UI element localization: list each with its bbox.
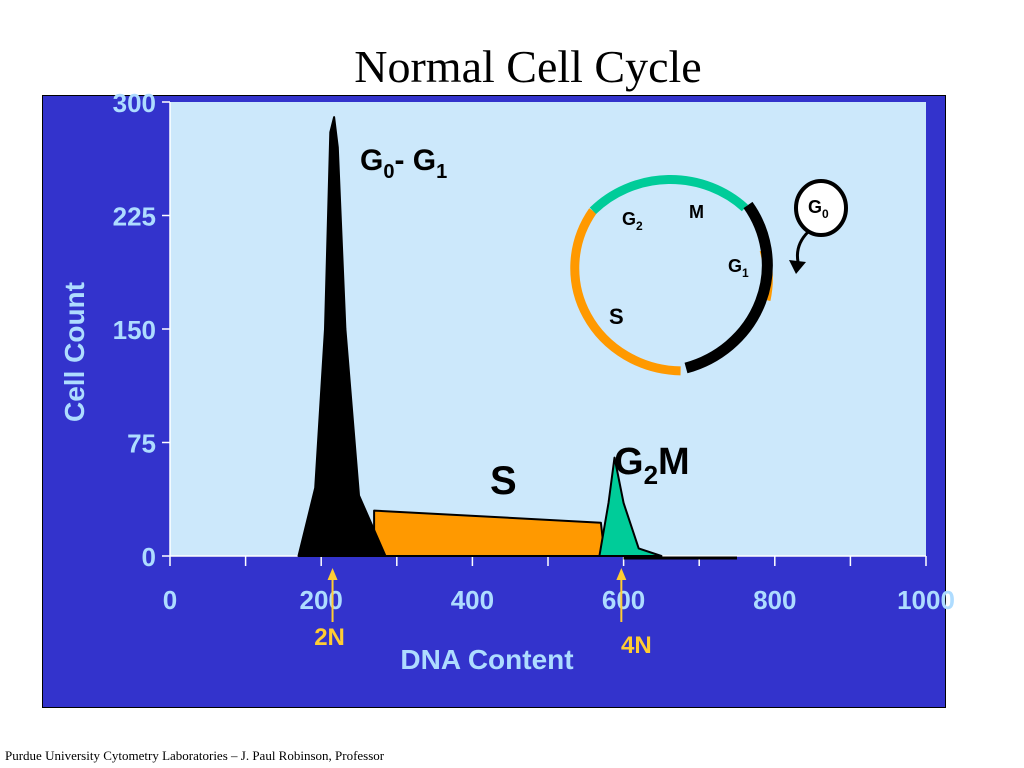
g0-g1-label: G0- G1	[360, 144, 447, 183]
g2m-peak	[598, 456, 663, 557]
x-tick-label: 0	[163, 585, 177, 615]
g2-m-arc	[589, 175, 748, 215]
cycle-g1-label: G1	[728, 256, 749, 280]
cycle-s-label: S	[609, 304, 624, 329]
y-tick-label: 75	[127, 429, 156, 459]
x-tick-label: 600	[602, 585, 645, 615]
x-axis-ticks: 0 200 400 600 800 1000	[163, 556, 955, 615]
g1-arc	[684, 201, 773, 374]
g0-return-arrow	[796, 230, 810, 263]
x-tick-label: 800	[753, 585, 796, 615]
x-tick-label: 400	[451, 585, 494, 615]
x-tick-label: 1000	[897, 585, 955, 615]
y-tick-label: 0	[142, 542, 156, 572]
slide-footer: Purdue University Cytometry Laboratories…	[5, 748, 385, 763]
x-tick-label: 200	[300, 585, 343, 615]
marker-arrowhead	[327, 568, 338, 580]
cycle-m-label: M	[689, 202, 704, 222]
y-tick-label: 300	[113, 88, 156, 118]
cell-cycle-diagram: M G2 G1 S G0	[570, 175, 848, 376]
g0-circle	[794, 179, 848, 237]
g0-arrowhead	[789, 260, 806, 274]
cycle-g0-label: G0	[808, 197, 829, 221]
marker-label-2n: 2N	[314, 624, 345, 651]
y-axis-label: Cell Count	[59, 282, 90, 422]
marker-arrowhead	[616, 568, 627, 580]
s-arc	[570, 208, 681, 376]
plot-area	[170, 102, 926, 556]
y-tick-label: 150	[113, 315, 156, 345]
y-axis-ticks: 0 75 150 225 300	[113, 88, 170, 572]
g0-g1-peak	[297, 116, 387, 557]
slide-title: Normal Cell Cycle	[354, 41, 702, 92]
ploidy-markers: 2N 4N	[314, 568, 652, 659]
y-tick-label: 225	[113, 202, 156, 232]
s-phase-label: S	[490, 459, 517, 503]
marker-label-4n: 4N	[621, 632, 652, 659]
g2m-label: G2M	[614, 441, 690, 490]
x-axis-label: DNA Content	[400, 644, 573, 675]
series-layer	[297, 116, 737, 560]
cycle-g2-label: G2	[622, 209, 643, 233]
